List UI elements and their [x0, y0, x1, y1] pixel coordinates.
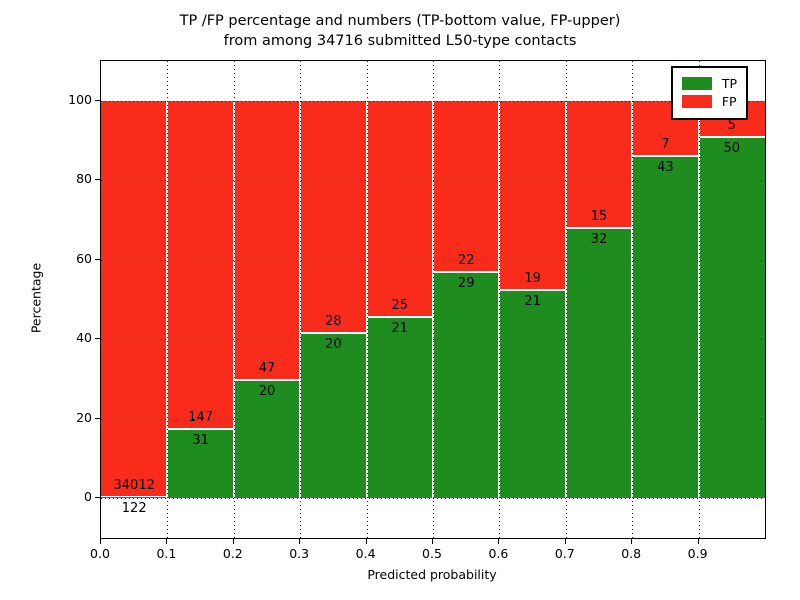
tp-count-label: 50 [723, 140, 741, 156]
x-axis-label: Predicted probability [367, 567, 497, 582]
x-tick-label: 0.1 [156, 546, 177, 561]
tp-count-label: 29 [457, 276, 475, 292]
x-tick-mark [697, 539, 699, 544]
legend-item: FP [681, 94, 737, 109]
x-tick-mark [564, 539, 566, 544]
x-tick-mark [365, 539, 367, 544]
chart-title-line1: TP /FP percentage and numbers (TP-bottom… [179, 13, 621, 29]
tp-count-label: 31 [192, 433, 209, 448]
y-tick-mark [95, 417, 100, 419]
fp-count-label: 28 [325, 313, 342, 329]
y-tick-mark [95, 99, 100, 101]
tp-bar-segment [101, 496, 168, 499]
tp-count-label: 20 [258, 383, 276, 399]
x-tick-label: 0.0 [90, 546, 110, 561]
tp-bar-segment [300, 332, 367, 499]
y-tick-label: 100 [68, 91, 92, 107]
y-tick-label: 20 [76, 409, 92, 425]
fp-bar-segment [101, 100, 168, 497]
gridline-vertical [366, 61, 368, 538]
gridline-vertical [698, 61, 700, 538]
fp-count-label: 5 [727, 117, 736, 133]
x-tick-label: 0.6 [488, 546, 509, 561]
tp-count-label: 43 [657, 160, 674, 176]
gridline-vertical [167, 61, 169, 538]
x-tick-label: 0.8 [621, 546, 642, 561]
x-tick-label: 0.5 [422, 546, 442, 561]
x-tick-label: 0.4 [355, 546, 376, 561]
gridline-vertical [233, 61, 235, 538]
fp-count-label: 22 [457, 253, 475, 269]
x-tick-mark [232, 539, 234, 544]
y-tick-mark [95, 179, 100, 181]
y-tick-label: 40 [76, 330, 92, 346]
y-tick-label: 0 [84, 489, 92, 505]
x-tick-mark [631, 539, 633, 544]
x-tick-label: 0.9 [687, 546, 708, 561]
legend-item: TP [681, 76, 737, 91]
tp-count-label: 21 [524, 293, 541, 309]
fp-bar-segment [167, 100, 234, 429]
x-tick-mark [166, 539, 168, 544]
fp-count-label: 15 [590, 208, 608, 224]
x-tick-label: 0.2 [222, 546, 243, 561]
tp-count-label: 20 [325, 336, 342, 352]
tp-bar-segment [167, 429, 234, 499]
fp-count-label: 47 [258, 360, 276, 376]
fp-count-label: 7 [661, 137, 670, 153]
tp-bar-segment [233, 379, 301, 499]
x-tick-label: 0.3 [289, 546, 310, 561]
fp-count-label: 25 [391, 297, 409, 313]
fp-bar-segment [433, 100, 500, 273]
gridline-vertical [300, 61, 302, 538]
fp-bar-segment [366, 100, 433, 317]
chart-title: TP /FP percentage and numbers (TP-bottom… [0, 11, 800, 51]
x-tick-mark [432, 539, 433, 544]
legend-label: TP [721, 76, 737, 91]
y-tick-mark [95, 338, 100, 340]
chart-title-line2: from among 34716 submitted L50-type cont… [223, 33, 577, 49]
gridline-vertical [433, 61, 434, 538]
legend-label: FP [721, 94, 737, 109]
fp-count-label: 34012 [113, 477, 155, 493]
y-tick-mark [95, 497, 100, 499]
tp-count-label: 21 [391, 320, 409, 336]
x-tick-label: 0.7 [554, 546, 575, 561]
x-tick-mark [299, 539, 301, 544]
tp-count-label: 122 [121, 500, 147, 516]
fp-bar-segment [499, 100, 566, 290]
y-tick-mark [95, 258, 100, 260]
tp-bar-segment [499, 289, 566, 499]
y-tick-label: 60 [76, 250, 92, 266]
tp-bar-segment [698, 136, 765, 499]
fp-bar-segment [300, 100, 367, 333]
fp-bar-segment [233, 100, 301, 380]
tp-bar-segment [366, 316, 433, 499]
tp-count-label: 32 [590, 231, 608, 247]
tp-bar-segment [565, 227, 633, 499]
tp-bar-segment [632, 156, 699, 499]
tp-legend-swatch [681, 77, 712, 90]
plot-area: 34012 122 147 31 47 20 28 20 25 21 22 29 19 21 15 32 7 43… [100, 60, 766, 539]
gridline-vertical [565, 61, 567, 538]
x-tick-mark [100, 539, 101, 544]
gridline-vertical [632, 61, 634, 538]
gridline-vertical [499, 61, 501, 538]
x-tick-mark [498, 539, 500, 544]
legend: TP FP [670, 66, 748, 120]
fp-count-label: 19 [524, 270, 541, 286]
y-axis-label: Percentage [28, 262, 44, 334]
fp-legend-swatch [681, 95, 712, 108]
y-tick-label: 80 [76, 171, 92, 187]
fp-count-label: 147 [188, 410, 213, 425]
tp-bar-segment [433, 272, 500, 499]
